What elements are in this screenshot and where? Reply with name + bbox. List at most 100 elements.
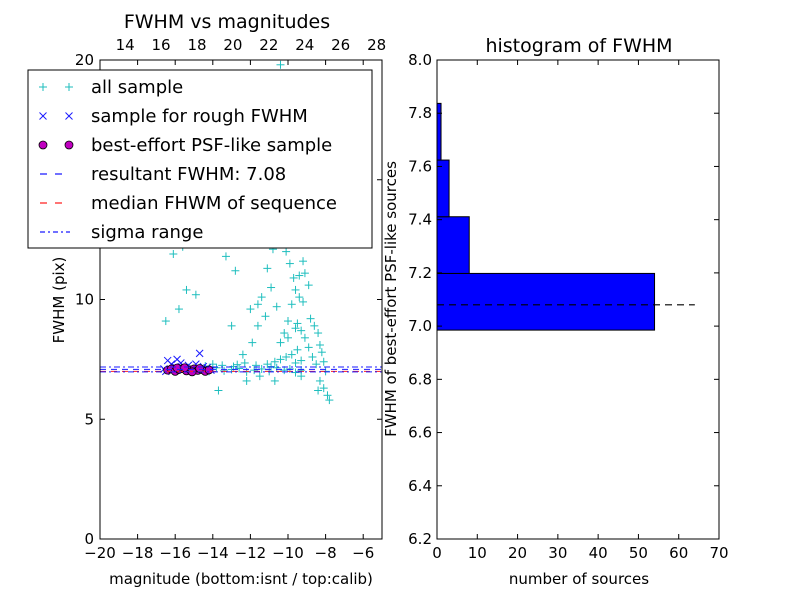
histogram-panel: 0 10 20 30 40 50 60 70 6.2 6.4 6.6 6.8 7.0 7.2 7.4 7.6… <box>382 35 729 588</box>
histogram-y-tick-label: 7.4 <box>408 211 432 229</box>
scatter-top-x-tick-label: 18 <box>187 36 206 54</box>
all-sample-point <box>221 252 230 261</box>
all-sample-point <box>182 285 191 294</box>
all-sample-point <box>323 391 332 400</box>
histogram-y-tick-label: 6.6 <box>408 424 432 442</box>
scatter-legend: all sample sample for rough FWHM best-effo… <box>27 69 373 249</box>
histogram-bar <box>436 102 442 161</box>
all-sample-point <box>289 273 298 282</box>
all-sample-point <box>312 360 321 369</box>
all-sample-point <box>325 396 334 405</box>
legend-marker <box>65 112 73 120</box>
all-sample-point <box>231 266 240 275</box>
all-sample-point <box>272 302 281 311</box>
histogram-x-tick-label: 0 <box>432 544 442 562</box>
all-sample-point <box>263 264 272 273</box>
legend-label: all sample <box>91 77 183 98</box>
scatter-top-x-tick-label: 14 <box>116 36 135 54</box>
all-sample-point <box>174 305 183 314</box>
scatter-top-x-tick-label: 24 <box>295 36 314 54</box>
scatter-x-axis-label: magnitude (bottom:isnt / top:calib) <box>109 570 373 588</box>
legend-marker <box>38 140 48 150</box>
all-sample-point <box>297 326 306 335</box>
scatter-y-tick-label: 5 <box>84 410 94 428</box>
scatter-x-tick-label: −10 <box>272 544 304 562</box>
all-sample-point <box>304 343 313 352</box>
histogram-y-ticks: 6.2 6.4 6.6 6.8 7.0 7.2 7.4 7.6 7.8 8.0 <box>408 51 719 548</box>
histogram-bar <box>436 216 470 274</box>
all-sample-point <box>291 358 300 367</box>
all-sample-point <box>293 319 302 328</box>
all-sample-point <box>295 293 304 302</box>
histogram-bar <box>436 272 656 331</box>
all-sample-point <box>252 361 261 370</box>
all-sample-point <box>287 300 296 309</box>
scatter-top-x-tick-label: 26 <box>331 36 350 54</box>
scatter-y-axis-label: FWHM (pix) <box>50 257 68 344</box>
legend-entry: all sample <box>39 77 183 98</box>
scatter-x-ticks: −20 −18 −16 −14 −12 −10 −8 −6 <box>84 60 374 562</box>
all-sample-point <box>306 314 315 323</box>
scatter-x-tick-label: −16 <box>159 544 191 562</box>
histogram-y-tick-label: 7.8 <box>408 104 432 122</box>
best-effort-psf-like-sample-point <box>195 364 205 373</box>
all-sample-point <box>314 329 323 338</box>
all-sample-point <box>319 384 328 393</box>
all-sample-point <box>238 350 247 359</box>
scatter-x-tick-label: −18 <box>122 544 154 562</box>
histogram-x-ticks: 0 10 20 30 40 50 60 70 <box>432 60 729 562</box>
scatter-top-x-tick-label: 28 <box>367 36 386 54</box>
scatter-x-tick-label: −6 <box>352 544 374 562</box>
all-sample-point <box>257 293 266 302</box>
all-sample-point <box>248 338 257 347</box>
all-sample-point <box>297 372 306 381</box>
legend-marker <box>65 83 73 91</box>
histogram-x-axis-label: number of sources <box>509 570 649 588</box>
all-sample-point <box>299 257 308 266</box>
histogram-y-tick-label: 6.8 <box>408 370 432 388</box>
all-sample-point <box>291 285 300 294</box>
scatter-top-x-tick-label: 22 <box>259 36 278 54</box>
all-sample-point <box>310 321 319 330</box>
scatter-top-x-tick-label: 20 <box>223 36 242 54</box>
scatter-y-tick-label: 0 <box>84 530 94 548</box>
all-sample-point <box>169 249 178 258</box>
all-sample-point <box>233 360 242 369</box>
histogram-y-axis-label: FWHM of best-effort PSF-like sources <box>382 161 400 437</box>
histogram-y-tick-label: 7.6 <box>408 157 432 175</box>
legend-label: best-effort PSF-like sample <box>91 135 332 156</box>
all-sample-point <box>291 368 300 377</box>
all-sample-point <box>253 321 262 330</box>
scatter-x-tick-label: −20 <box>84 544 116 562</box>
all-sample-point <box>276 338 285 347</box>
legend-marker <box>64 140 74 150</box>
all-sample-point <box>304 281 313 290</box>
legend-entry: best-effort PSF-like sample <box>38 135 332 156</box>
all-sample-point <box>282 352 291 361</box>
histogram-y-tick-label: 7.2 <box>408 264 432 282</box>
histogram-y-tick-label: 8.0 <box>408 51 432 69</box>
histogram-x-tick-label: 10 <box>468 544 487 562</box>
scatter-x-tick-label: −12 <box>235 544 267 562</box>
all-sample-point <box>191 290 200 299</box>
all-sample-point <box>261 312 270 321</box>
all-sample-point <box>291 324 300 333</box>
legend-label: sample for rough FWHM <box>91 106 308 127</box>
all-sample-point <box>293 345 302 354</box>
all-sample-point <box>161 317 170 326</box>
legend-label: resultant FWHM: 7.08 <box>91 164 286 185</box>
all-sample-point <box>287 350 296 359</box>
all-sample-point <box>319 357 328 366</box>
all-sample-point <box>276 355 285 364</box>
all-sample-point <box>218 361 227 370</box>
all-sample-point <box>295 271 304 280</box>
histogram-marks <box>436 102 695 331</box>
all-sample-point <box>214 386 223 395</box>
all-sample-point <box>300 333 309 342</box>
all-sample-point <box>255 372 264 381</box>
scatter-top-x-tick-label: 16 <box>152 36 171 54</box>
all-sample-point <box>284 317 292 326</box>
all-sample-point <box>282 247 291 256</box>
legend-entry: sigma range <box>40 222 203 243</box>
best-effort-psf-like-sample-point <box>172 363 182 373</box>
